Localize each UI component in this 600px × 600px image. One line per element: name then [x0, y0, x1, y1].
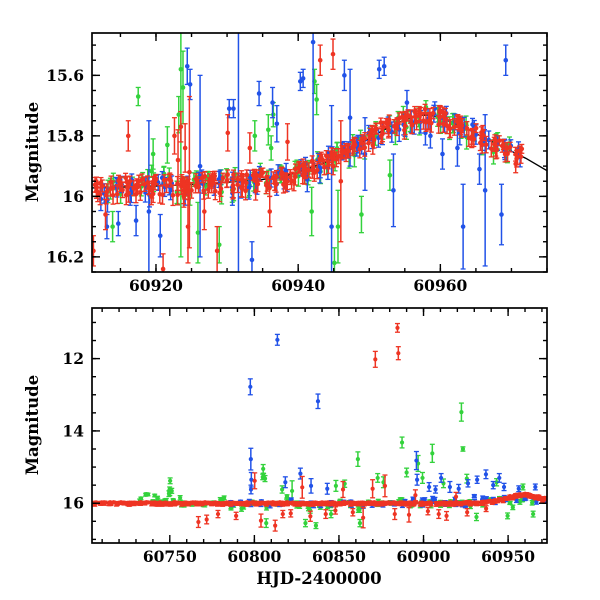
top-panel: 60920 60940 60960 15.6 15.8 16 16.2: [46, 32, 548, 295]
x-tick-label: 60750: [143, 547, 197, 566]
x-tick-label: 60900: [397, 547, 451, 566]
y-tick-label: 16: [62, 187, 84, 206]
y-tick-label: 15.8: [46, 126, 84, 145]
top-y-axis-label: Magnitude: [23, 102, 42, 202]
plot-area: [92, 322, 547, 532]
tick-labels: 60920 60940 60960 15.6 15.8 16 16.2: [46, 66, 467, 295]
series-green-points: [105, 33, 512, 272]
y-tick-label: 16.2: [46, 247, 84, 266]
y-tick-label: 12: [62, 349, 84, 368]
panel-frame: [91, 307, 548, 544]
x-tick-label: 60940: [271, 276, 325, 295]
x-tick-label: 60960: [413, 276, 467, 295]
x-tick-label: 60950: [481, 547, 535, 566]
axis-ticks: [92, 33, 548, 273]
bottom-panel: 60750 60800 60850 60900 60950 12 14 16: [62, 307, 548, 566]
x-tick-label: 60850: [312, 547, 366, 566]
series-blue-points: [228, 333, 547, 509]
y-tick-label: 16: [62, 494, 84, 513]
x-axis-label: HJD-2400000: [256, 569, 381, 588]
axis-ticks: [92, 308, 547, 543]
bottom-y-axis-label: Magnitude: [23, 375, 42, 475]
x-tick-label: 60800: [227, 547, 281, 566]
y-tick-label: 14: [62, 421, 84, 440]
series-red-points: [92, 38, 525, 272]
series-blue-points: [98, 33, 523, 272]
plot-area: [92, 33, 547, 272]
panel-frame: [91, 32, 548, 273]
tick-labels: 60750 60800 60850 60900 60950 12 14 16: [62, 349, 535, 566]
y-tick-label: 15.6: [46, 66, 84, 85]
x-tick-label: 60920: [129, 276, 183, 295]
series-red-points: [92, 322, 547, 532]
